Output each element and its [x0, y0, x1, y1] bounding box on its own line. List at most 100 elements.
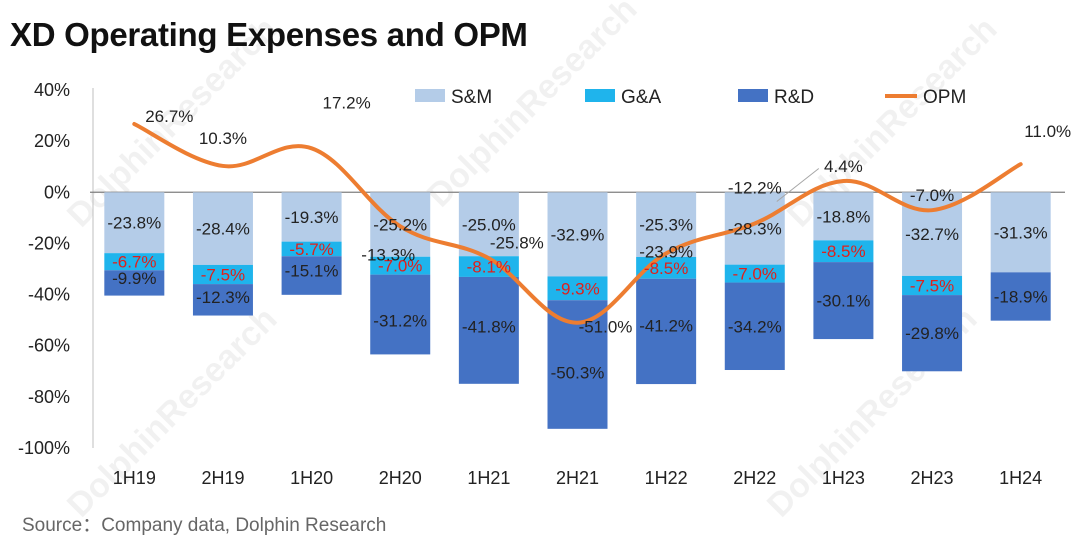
data-label-ga: -7.5% — [910, 276, 954, 295]
data-label-opm: 4.4% — [824, 157, 863, 176]
bar-ga-2h21 — [547, 276, 608, 301]
data-label-rd: -34.2% — [728, 317, 782, 336]
source-note: Source：Company data, Dolphin Research — [22, 515, 387, 536]
data-label-ga: -8.5% — [821, 242, 865, 261]
data-label-rd: -41.2% — [639, 316, 693, 335]
bar-rd-2h19 — [192, 284, 253, 316]
data-label-rd: -29.8% — [905, 324, 959, 343]
bar-sm-2h19 — [192, 192, 253, 265]
legend-swatch-rd — [738, 89, 768, 102]
data-label-ga: -8.5% — [644, 259, 688, 278]
x-tick-label: 2H21 — [556, 468, 599, 488]
x-tick-label: 1H24 — [999, 468, 1042, 488]
bar-rd-1h21 — [458, 276, 519, 384]
data-label-ga: -9.3% — [555, 279, 599, 298]
data-label-rd: -31.2% — [373, 312, 427, 331]
y-tick-label: -40% — [28, 285, 70, 305]
y-tick-label: 20% — [34, 131, 70, 151]
axis-layer: 40% 20% 0% -20% -40% -60% -80% -100% 1H19 2H19 1H2… — [18, 80, 1065, 488]
data-label-rd: -50.3% — [551, 364, 605, 383]
x-tick-label: 1H19 — [113, 468, 156, 488]
bar-ga-1h20 — [281, 241, 342, 257]
data-label-rd: -30.1% — [816, 292, 870, 311]
data-label-sm: -28.3% — [728, 219, 782, 238]
bar-sm-1h20 — [281, 192, 342, 242]
x-tick-label: 1H23 — [822, 468, 865, 488]
data-label-rd: -12.3% — [196, 288, 250, 307]
data-label-sm: -25.2% — [373, 216, 427, 235]
data-label-sm: -25.3% — [639, 216, 693, 235]
bar-rd-2h23 — [902, 295, 963, 372]
data-label-ga: -7.0% — [378, 257, 422, 276]
bar-rd-1h24 — [990, 272, 1051, 321]
bar-ga-2h20 — [370, 256, 431, 275]
data-label-sm: -31.3% — [994, 223, 1048, 242]
data-label-opm: -23.9% — [639, 242, 693, 261]
legend-label-opm: OPM — [923, 87, 966, 108]
bar-ga-1h23 — [813, 240, 874, 263]
bar-sm-1h21 — [458, 192, 519, 257]
x-tick-label: 1H20 — [290, 468, 333, 488]
bar-ga-2h19 — [192, 264, 253, 285]
legend: S&M G&A R&D OPM — [415, 87, 966, 108]
data-label-ga: -7.5% — [201, 265, 245, 284]
data-label-opm: -25.8% — [490, 233, 544, 252]
data-label-rd: -41.8% — [462, 317, 516, 336]
y-tick-label: 0% — [44, 182, 70, 202]
x-tick-label: 2H22 — [733, 468, 776, 488]
data-label-ga: -8.1% — [467, 258, 511, 277]
data-label-sm: -32.7% — [905, 225, 959, 244]
y-tick-label: -80% — [28, 387, 70, 407]
y-tick-label: -60% — [28, 336, 70, 356]
bar-rd-1h23 — [813, 262, 874, 340]
data-label-opm: 17.2% — [322, 93, 370, 112]
legend-label-sm: S&M — [451, 87, 492, 108]
bar-ga-2h23 — [902, 275, 963, 296]
y-tick-label: -100% — [18, 438, 70, 458]
bar-rd-2h20 — [370, 274, 431, 355]
data-label-opm: -7.0% — [910, 186, 954, 205]
data-label-sm: -25.0% — [462, 215, 516, 234]
legend-label-rd: R&D — [774, 87, 814, 108]
data-label-sm: -23.8% — [107, 214, 161, 233]
opm-leader-line — [776, 168, 820, 202]
data-label-ga: -7.0% — [733, 265, 777, 284]
data-label-ga: -6.7% — [112, 253, 156, 272]
line-layer — [132, 122, 1023, 325]
y-tick-label: -20% — [28, 233, 70, 253]
data-label-rd: -18.9% — [994, 287, 1048, 306]
bar-sm-1h19 — [104, 192, 165, 254]
data-labels-layer: -23.8% -6.7%-9.9% -28.4% -7.5% -12.3% -19.3% -… — [107, 93, 1071, 382]
data-label-sm: -19.3% — [285, 208, 339, 227]
legend-swatch-ga — [585, 89, 615, 102]
data-label-opm: 11.0% — [1024, 122, 1071, 141]
bar-sm-2h21 — [547, 192, 608, 277]
watermark-text: DolphinResearch — [60, 300, 285, 525]
x-tick-label: 1H21 — [467, 468, 510, 488]
data-label-sm: -28.4% — [196, 220, 250, 239]
legend-label-ga: G&A — [621, 87, 661, 108]
data-label-opm: -13.3% — [361, 245, 415, 264]
x-tick-label: 2H19 — [201, 468, 244, 488]
bar-rd-1h20 — [281, 256, 342, 295]
bar-rd-1h19 — [104, 270, 165, 296]
bar-rd-1h22 — [636, 278, 697, 385]
x-tick-label: 2H23 — [911, 468, 954, 488]
x-tick-label: 1H22 — [645, 468, 688, 488]
legend-swatch-sm — [415, 89, 445, 102]
data-label-opm: 10.3% — [199, 129, 247, 148]
x-tick-label: 2H20 — [379, 468, 422, 488]
data-label-sm: -18.8% — [816, 207, 870, 226]
data-label-opm: 26.7% — [145, 107, 193, 126]
bar-rd-2h22 — [724, 282, 785, 371]
chart-title: XD Operating Expenses and OPM — [10, 16, 528, 53]
data-label-opm: -12.2% — [728, 178, 782, 197]
data-label-rd: -15.1% — [285, 262, 339, 281]
bars-layer — [104, 192, 1051, 429]
bar-sm-1h23 — [813, 192, 874, 241]
bar-ga-1h19 — [104, 253, 165, 271]
bar-ga-1h21 — [458, 256, 519, 277]
bar-ga-2h22 — [724, 264, 785, 283]
